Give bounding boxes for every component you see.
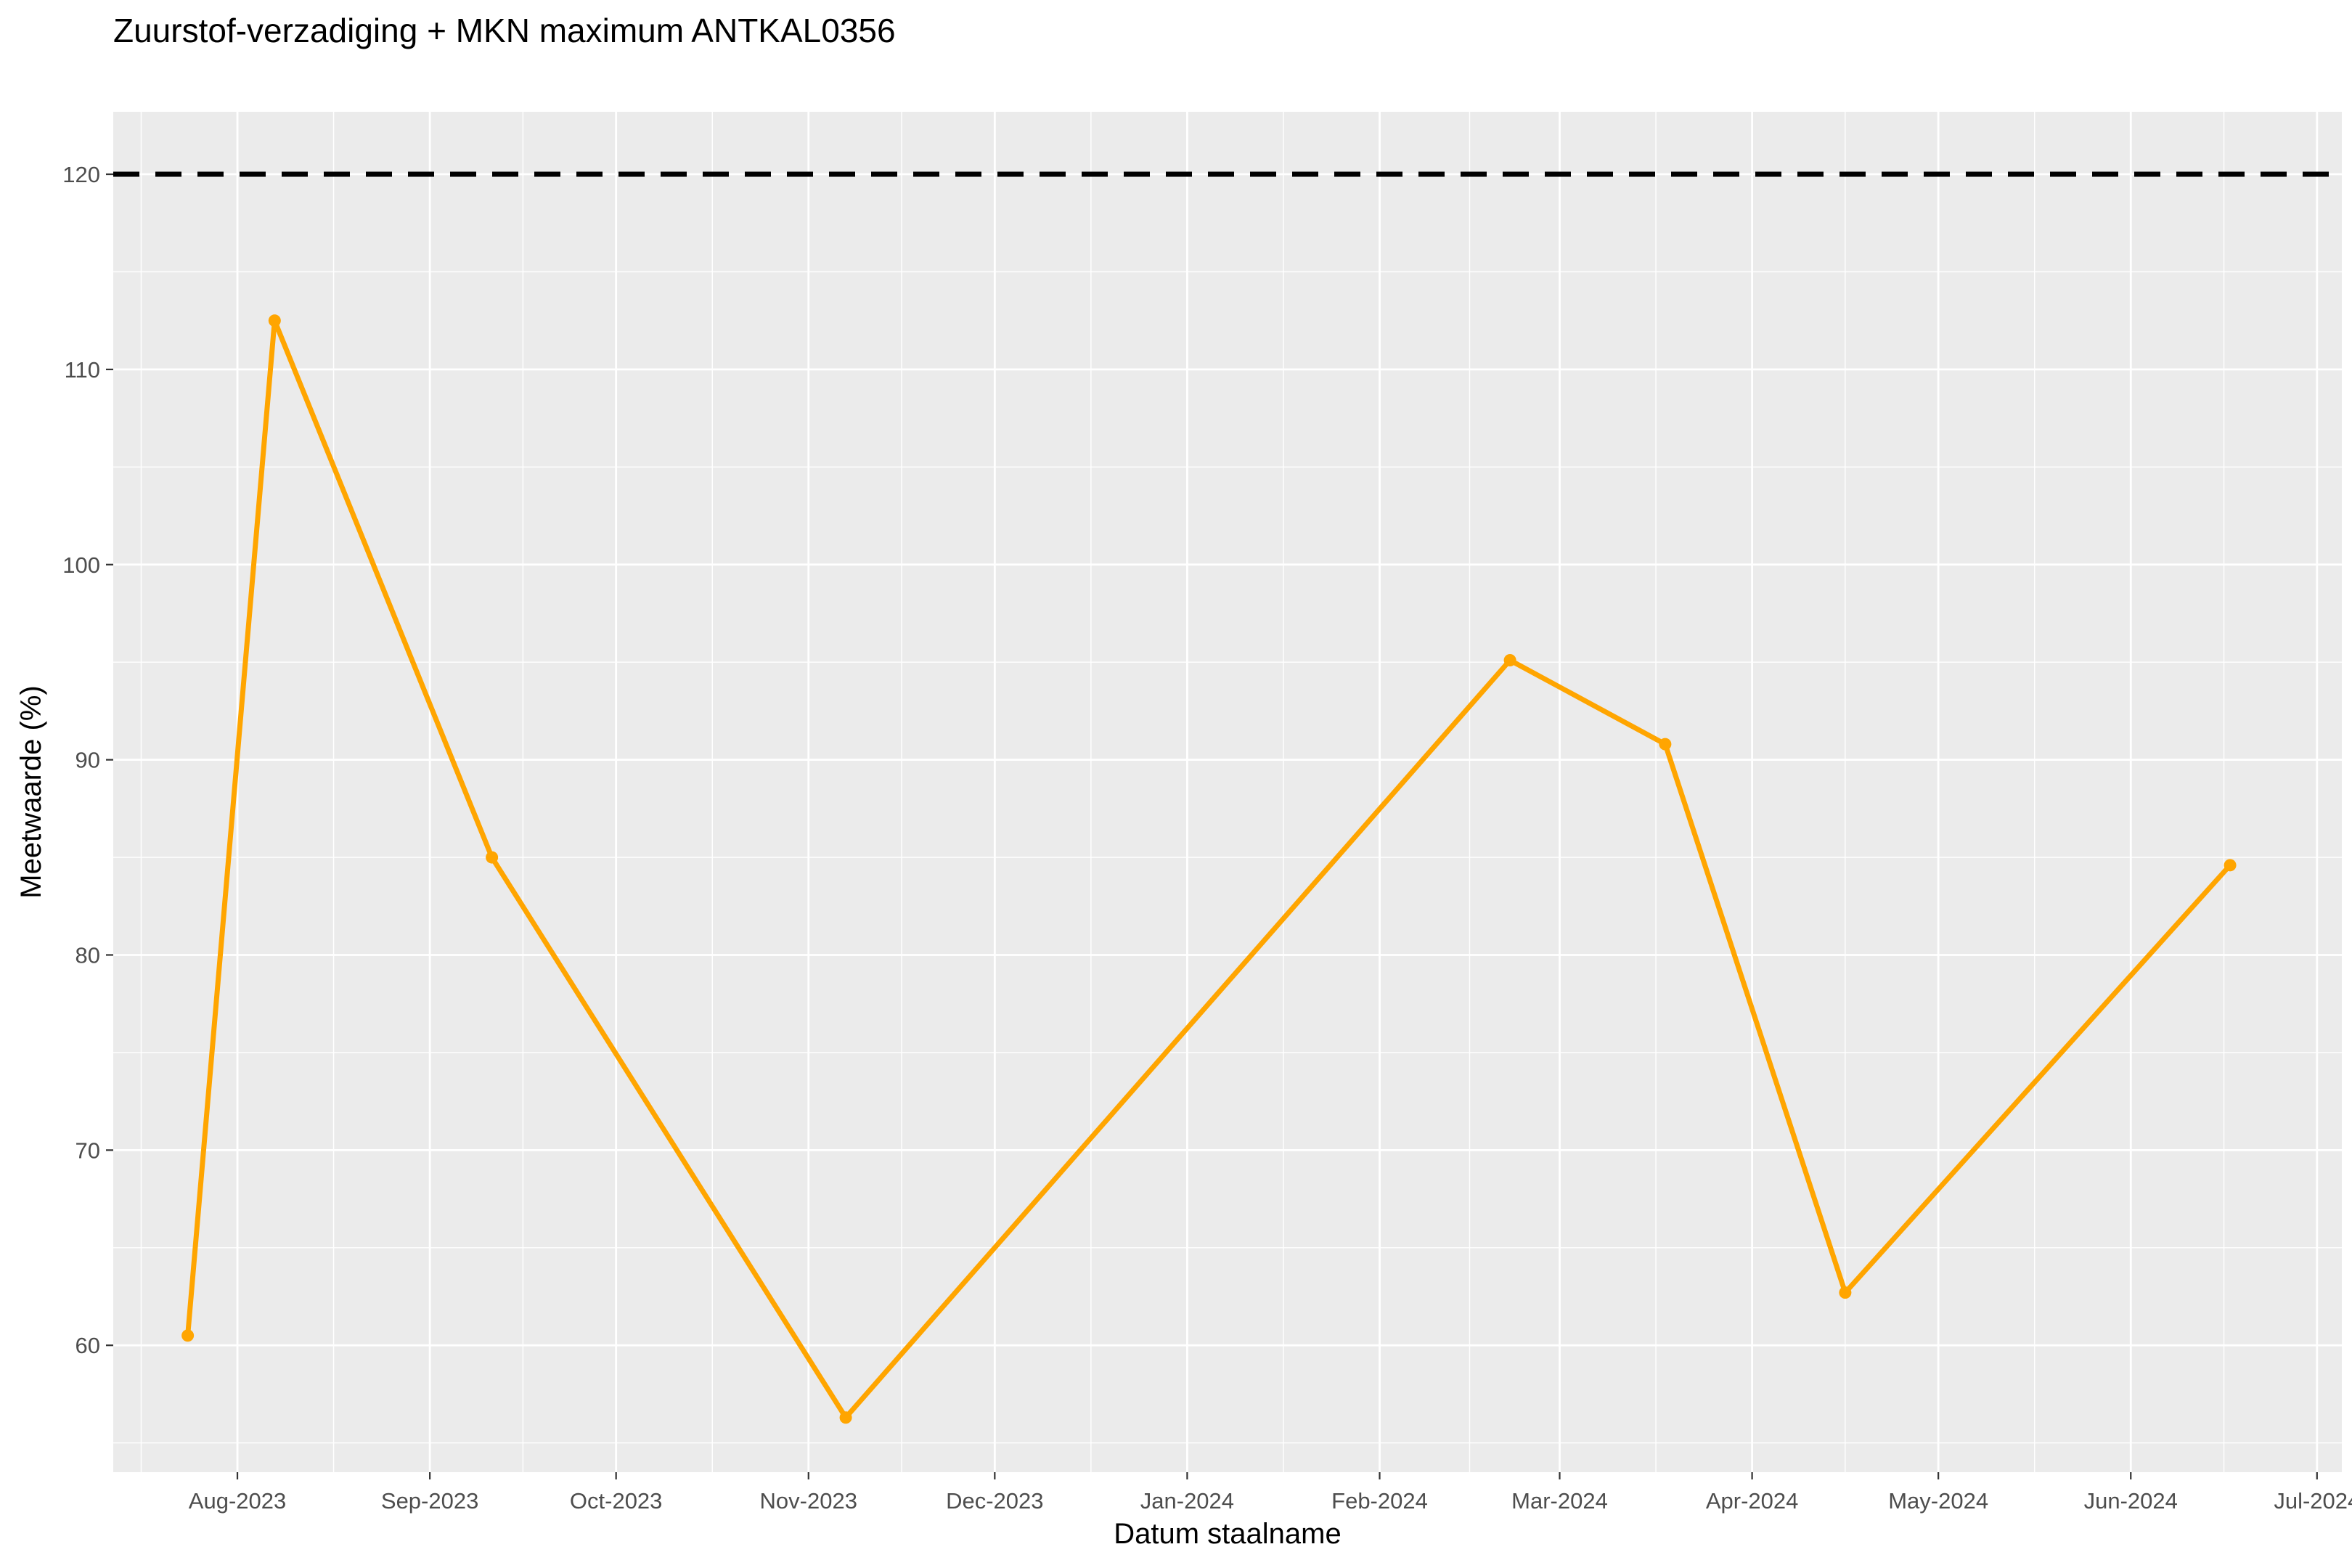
x-tick-label: May-2024 [1888,1488,1988,1514]
y-tick-label: 80 [75,943,100,968]
chart-title: Zuurstof-verzadiging + MKN maximum ANTKA… [113,12,896,49]
data-point [1503,654,1516,667]
y-tick-label: 70 [75,1138,100,1163]
series-points [181,314,2237,1424]
y-tick-label: 60 [75,1333,100,1358]
data-point [268,314,281,327]
x-tick-label: Aug-2023 [189,1488,286,1514]
x-tick-label: Apr-2024 [1706,1488,1799,1514]
data-point [2224,859,2237,872]
grid-minor [113,112,2342,1472]
series-line [185,318,2233,1421]
x-tick-label: Sep-2023 [381,1488,478,1514]
y-tick-label: 110 [65,357,100,383]
x-tick-label: Oct-2023 [570,1488,663,1514]
x-tick-label: Jul-2024 [2274,1488,2352,1514]
y-tick-label: 100 [62,552,100,578]
data-point [839,1411,852,1424]
y-tick-label: 90 [75,748,100,773]
grid-major [113,112,2342,1472]
x-tick-label: Jun-2024 [2084,1488,2178,1514]
y-tick-label: 120 [62,162,100,187]
x-tick-label: Dec-2023 [946,1488,1043,1514]
x-tick-label: Feb-2024 [1331,1488,1428,1514]
x-axis-title: Datum staalname [1114,1518,1341,1550]
data-point [1839,1286,1852,1299]
x-tick-label: Jan-2024 [1140,1488,1234,1514]
plot-panel [113,112,2342,1472]
y-axis: 60 70 80 90 100 110 120 [62,162,113,1358]
series-lines [185,318,2233,1421]
y-axis-title: Meetwaarde (%) [15,685,47,898]
x-tick-label: Mar-2024 [1511,1488,1608,1514]
x-tick-label: Nov-2023 [760,1488,857,1514]
data-point [1659,738,1672,751]
data-point [181,1329,195,1342]
x-axis: Aug-2023 Sep-2023 Oct-2023 Nov-2023 Dec-2023… [189,1472,2352,1514]
data-point [486,851,499,864]
